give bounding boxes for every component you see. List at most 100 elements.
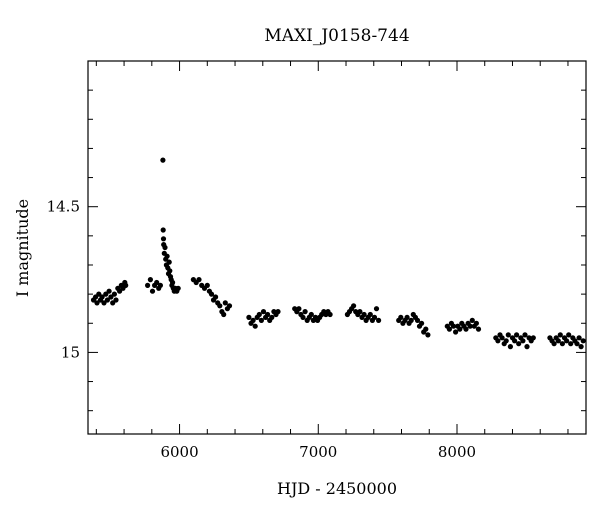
data-point — [559, 341, 566, 347]
data-point — [154, 279, 160, 286]
data-point — [566, 332, 572, 338]
x-axis-label: HJD - 2450000 — [277, 479, 397, 498]
data-point — [467, 323, 473, 329]
chart-title: MAXI_J0158-744 — [264, 26, 409, 46]
data-point — [258, 317, 264, 323]
axis-tick-labels: 6000 7000 8000 14.5 15 — [47, 198, 476, 461]
data-point — [123, 282, 129, 288]
data-point — [557, 332, 563, 338]
data-point — [371, 314, 378, 320]
data-point — [398, 314, 404, 320]
x-tick-label: 6000 — [160, 443, 198, 461]
data-point — [167, 268, 173, 274]
axis-ticks — [88, 61, 586, 434]
data-point — [162, 244, 168, 251]
data-point — [104, 297, 110, 303]
data-point — [222, 300, 228, 306]
data-point — [463, 326, 469, 332]
data-point — [208, 291, 215, 297]
data-point — [367, 311, 373, 318]
data-point — [453, 329, 459, 335]
x-tick-label: 7000 — [299, 443, 337, 461]
data-point — [414, 317, 421, 323]
data-point — [446, 326, 452, 332]
data-point — [250, 317, 256, 323]
data-point — [308, 311, 314, 318]
data-point — [404, 314, 410, 320]
data-point — [520, 338, 526, 344]
y-tick-label: 14.5 — [47, 198, 80, 216]
data-point — [574, 341, 580, 347]
data-point — [269, 314, 275, 320]
data-point — [361, 311, 367, 318]
data-point — [256, 311, 262, 318]
data-point — [499, 335, 505, 341]
data-point — [507, 344, 513, 350]
data-point — [514, 332, 520, 338]
data-point — [300, 314, 306, 320]
data-point — [221, 311, 227, 318]
data-point — [226, 303, 233, 309]
data-point — [327, 311, 333, 318]
data-point — [147, 277, 153, 283]
data-point — [469, 317, 475, 323]
data-point — [106, 288, 112, 294]
data-point — [516, 341, 522, 347]
data-point — [160, 236, 167, 242]
data-point — [564, 338, 570, 344]
data-point — [419, 320, 425, 326]
data-point — [175, 285, 181, 291]
data-point — [170, 279, 176, 286]
data-point — [164, 253, 170, 259]
data-point — [580, 338, 586, 344]
data-point — [568, 341, 574, 347]
data-point — [213, 294, 219, 300]
data-point — [425, 332, 431, 338]
data-point — [117, 288, 123, 294]
data-point — [111, 291, 117, 297]
data-point — [522, 332, 528, 338]
y-axis-label: I magnitude — [13, 199, 32, 297]
data-point — [357, 309, 363, 315]
data-point — [246, 314, 252, 320]
data-point — [495, 338, 501, 344]
data-point — [524, 344, 530, 350]
data-point — [511, 338, 518, 344]
y-tick-label: 15 — [61, 343, 80, 361]
data-point — [302, 309, 308, 315]
data-point — [157, 282, 163, 288]
data-point — [275, 309, 281, 315]
data-point — [376, 317, 382, 323]
data-point — [457, 326, 463, 332]
data-point — [450, 323, 457, 329]
data-point — [576, 335, 582, 341]
data-point — [108, 294, 114, 300]
data-point — [530, 335, 536, 341]
data-point — [217, 303, 223, 309]
data-point — [408, 317, 414, 323]
data-point — [196, 277, 202, 283]
data-point — [473, 320, 479, 326]
data-point — [555, 338, 561, 344]
data-point — [145, 282, 151, 288]
data-point — [475, 326, 482, 332]
data-point — [351, 303, 357, 309]
data-point — [160, 227, 166, 233]
x-tick-label: 8000 — [438, 443, 476, 461]
plot-frame — [87, 60, 587, 435]
data-point — [260, 309, 267, 315]
data-point — [505, 332, 511, 338]
data-point — [252, 323, 258, 329]
data-point — [296, 306, 302, 312]
data-points — [90, 157, 586, 350]
data-point — [94, 300, 100, 306]
data-point — [113, 297, 119, 303]
data-point — [149, 288, 156, 294]
data-point — [373, 306, 380, 312]
data-point — [99, 294, 105, 300]
data-point — [578, 344, 584, 350]
data-point — [551, 341, 557, 347]
data-point — [503, 338, 509, 344]
data-point — [265, 311, 271, 318]
